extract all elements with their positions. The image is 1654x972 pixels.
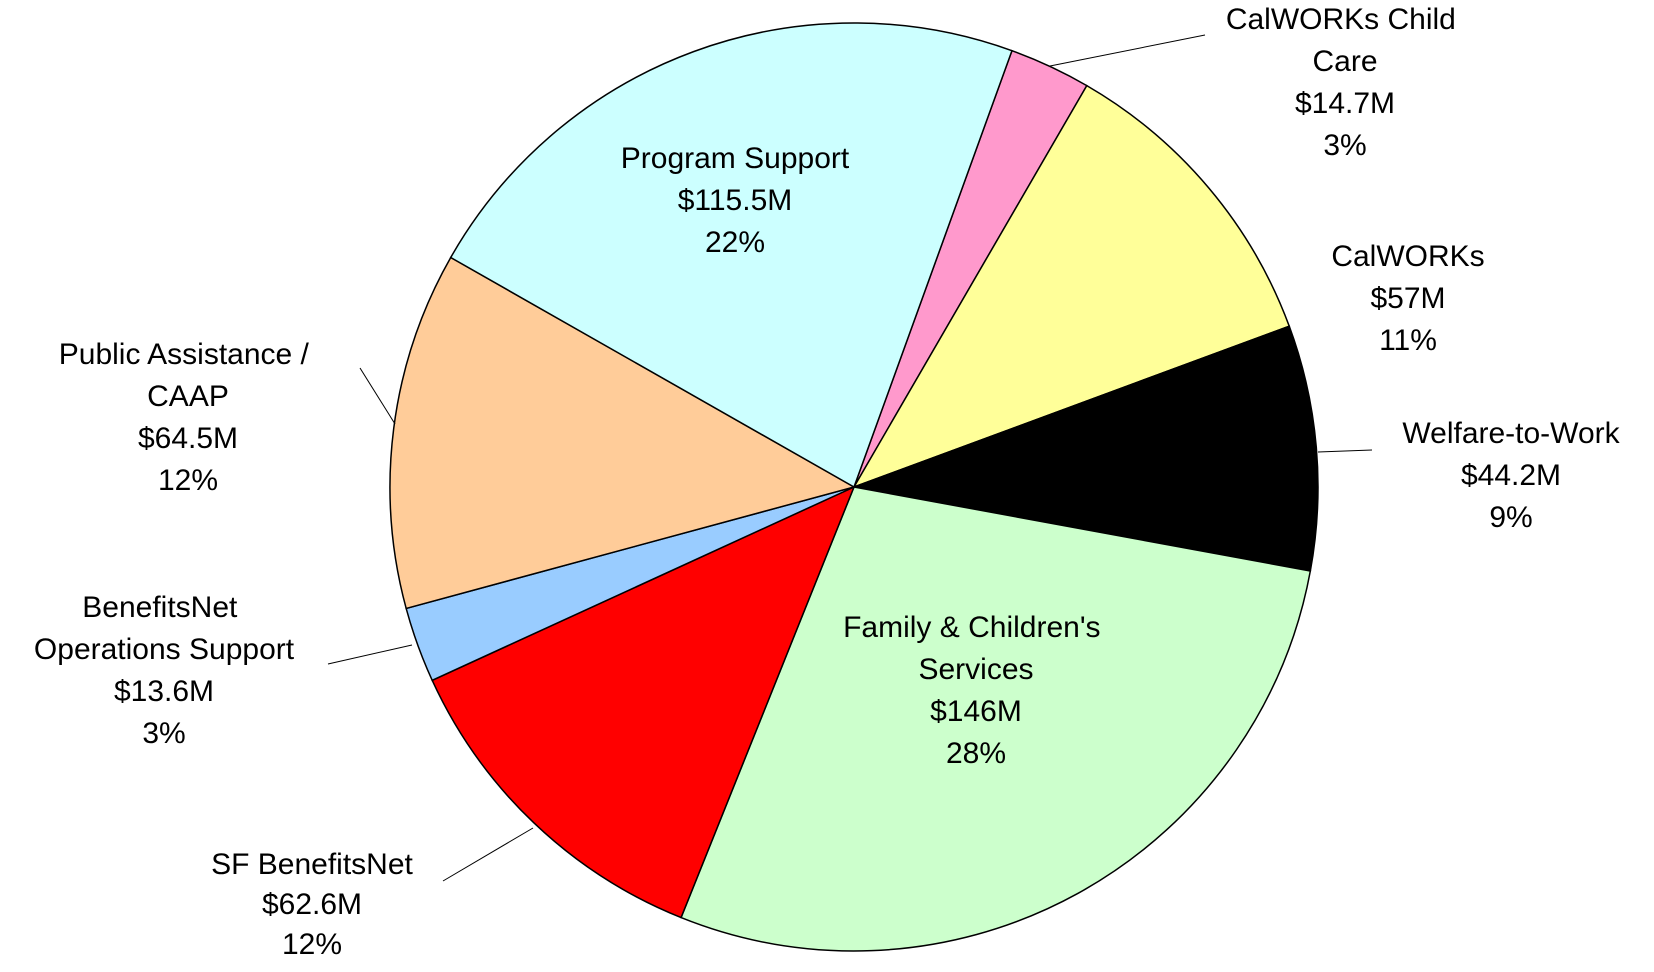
value-label: $14.7M	[1295, 87, 1395, 120]
pie-slice	[851, 325, 1319, 572]
slice-label: Family & Children's Services	[843, 611, 1109, 686]
pie-slice	[449, 22, 1013, 489]
value-label: $146M	[930, 695, 1022, 728]
value-label: $115.5M	[678, 184, 793, 217]
percent-label: 28%	[946, 737, 1006, 770]
leader-line	[1049, 34, 1206, 67]
value-label: $57M	[1370, 282, 1445, 315]
leader-line	[442, 827, 534, 882]
value-label: $62.6M	[262, 888, 362, 921]
pie-slice	[852, 84, 1291, 489]
percent-label: 9%	[1489, 501, 1532, 534]
percent-label: 12%	[282, 928, 342, 961]
leader-line	[1317, 449, 1373, 453]
value-label: $13.6M	[114, 675, 214, 708]
slice-label: CalWORKs	[1331, 240, 1484, 273]
slice-label: BenefitsNet Operations Support	[34, 591, 295, 666]
pie-slice	[680, 486, 1312, 952]
percent-label: 3%	[142, 717, 185, 750]
leader-line	[359, 367, 396, 425]
percent-label: 12%	[158, 464, 218, 497]
percent-label: 3%	[1323, 129, 1366, 162]
percent-label: 22%	[705, 226, 765, 259]
value-label: $44.2M	[1461, 459, 1561, 492]
pie-slice	[389, 256, 856, 610]
slice-label: SF BenefitsNet	[211, 848, 413, 881]
pie-slice	[431, 485, 856, 919]
leader-line	[327, 644, 413, 665]
percent-label: 11%	[1379, 324, 1437, 357]
slice-label: Program Support	[621, 142, 850, 175]
slice-label: CalWORKs Child Care	[1226, 3, 1464, 78]
slice-label: Welfare-to-Work	[1402, 417, 1620, 450]
value-label: $64.5M	[138, 422, 238, 455]
slice-label: Public Assistance / CAAP	[59, 338, 317, 413]
